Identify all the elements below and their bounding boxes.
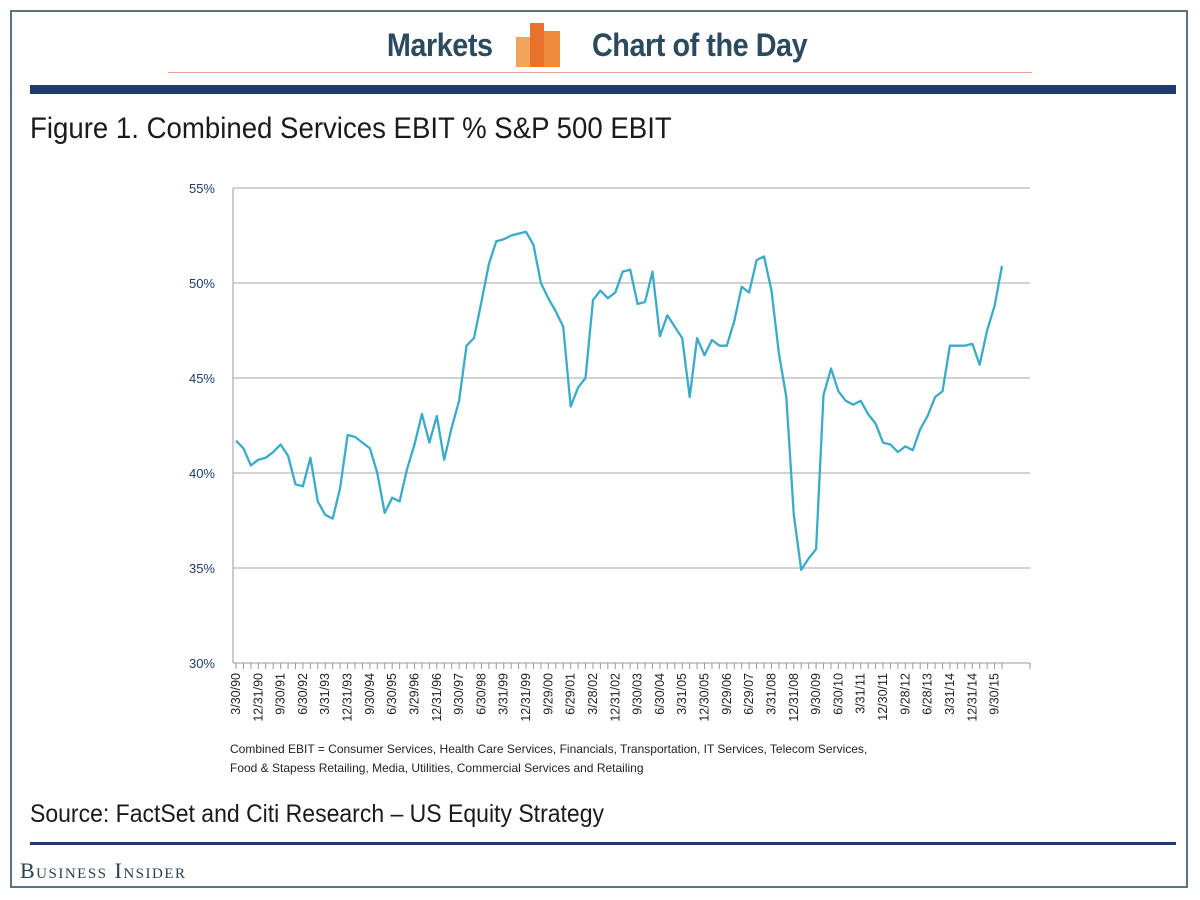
y-tick-label: 45% [189,371,215,386]
x-tick-label: 9/30/94 [363,673,377,715]
x-tick-label: 9/29/00 [541,673,555,715]
x-tick-label: 9/30/09 [809,673,823,715]
x-tick-label: 9/29/06 [720,673,734,715]
x-tick-label: 6/30/95 [385,673,399,715]
x-tick-label: 6/29/01 [564,673,578,715]
x-tick-label: 6/30/10 [831,673,845,715]
bar-chart-icon [516,23,561,67]
x-tick-label: 3/29/96 [407,673,421,715]
x-tick-label: 12/31/99 [519,673,533,722]
y-tick-label: 35% [189,561,215,576]
x-tick-label: 12/31/93 [341,673,355,722]
x-tick-label: 9/30/97 [452,673,466,715]
figure-title: Figure 1. Combined Services EBIT % S&P 5… [30,112,672,145]
x-tick-label: 3/31/93 [318,673,332,715]
x-tick-label: 9/30/15 [988,673,1002,715]
header-divider [168,72,1032,73]
x-tick-label: 3/31/05 [675,673,689,715]
outer-frame [10,10,1188,888]
x-tick-label: 12/30/11 [876,673,890,721]
y-tick-label: 50% [189,276,215,291]
x-tick-label: 9/30/91 [274,673,288,715]
x-tick-label: 12/31/96 [430,673,444,722]
bottom-rule [30,842,1176,845]
x-tick-label: 6/30/98 [474,673,488,715]
x-tick-label: 9/28/12 [898,673,912,715]
brand-logo: Business Insider [20,858,187,883]
x-tick-label: 6/28/13 [921,673,935,715]
x-tick-label: 3/31/08 [764,673,778,715]
x-tick-label: 12/31/08 [787,673,801,722]
x-tick-label: 3/31/14 [943,673,957,715]
markets-label: Markets [386,26,493,63]
top-rule [30,85,1176,94]
x-tick-label: 3/30/90 [229,673,243,715]
x-tick-label: 9/30/03 [631,673,645,715]
footnote-line: Food & Stapess Retailing, Media, Utiliti… [230,761,644,775]
x-tick-label: 12/30/05 [698,673,712,722]
x-tick-label: 3/31/11 [854,673,868,714]
source-note: Source: FactSet and Citi Research – US E… [30,800,604,828]
x-tick-label: 12/31/02 [608,673,622,722]
x-tick-label: 6/29/07 [742,673,756,715]
y-tick-label: 30% [189,656,215,671]
x-tick-label: 3/28/02 [586,673,600,715]
footnote-line: Combined EBIT = Consumer Services, Healt… [230,742,868,756]
y-tick-label: 55% [189,181,215,196]
x-tick-label: 6/30/04 [653,673,667,715]
series-line [235,230,1004,572]
x-tick-label: 12/31/14 [965,673,979,722]
header: Markets Chart of the Day [0,22,1200,68]
x-tick-label: 6/30/92 [296,673,310,715]
footnote: Combined EBIT = Consumer Services, Healt… [230,740,950,778]
chart-of-the-day-label: Chart of the Day [592,26,808,63]
y-tick-label: 40% [189,466,215,481]
x-tick-label: 12/31/90 [251,673,265,722]
x-tick-label: 3/31/99 [497,673,511,715]
